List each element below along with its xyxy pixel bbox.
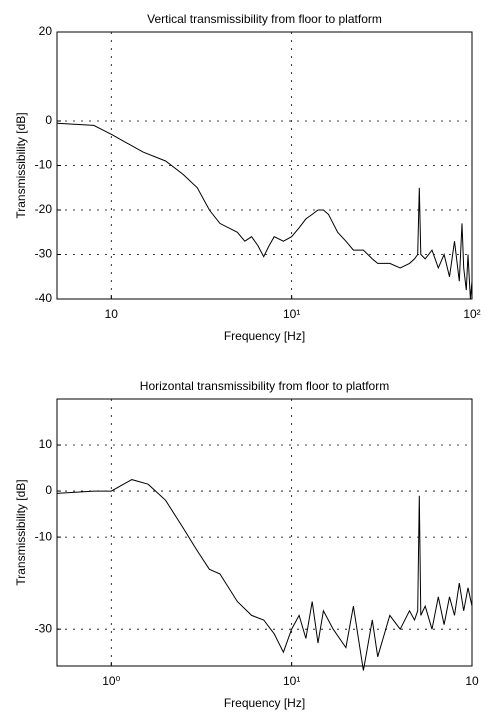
y-tick-label: 10 bbox=[39, 437, 53, 451]
y-tick-label: -10 bbox=[35, 158, 53, 172]
x-tick-label: 10² bbox=[463, 307, 480, 321]
plot-frame bbox=[56, 398, 473, 667]
y-tick-label: -40 bbox=[35, 291, 53, 305]
chart-title: Horizontal transmissibility from floor t… bbox=[140, 379, 389, 393]
plot-frame bbox=[56, 31, 473, 300]
x-tick-label: 10 bbox=[465, 674, 479, 688]
x-axis-label: Frequency [Hz] bbox=[224, 696, 305, 710]
x-tick-label: 10¹ bbox=[283, 307, 300, 321]
data-line bbox=[56, 479, 473, 671]
y-tick-label: 0 bbox=[45, 113, 52, 127]
x-axis-label: Frequency [Hz] bbox=[224, 329, 305, 343]
x-tick-label: 10 bbox=[105, 307, 119, 321]
y-tick-label: -20 bbox=[35, 202, 53, 216]
y-tick-label: 20 bbox=[39, 24, 53, 38]
y-axis-label: Transmissibility [dB] bbox=[14, 479, 28, 585]
y-tick-label: 0 bbox=[45, 483, 52, 497]
y-tick-label: -30 bbox=[35, 247, 53, 261]
x-tick-label: 10¹ bbox=[283, 674, 300, 688]
x-tick-label: 10⁰ bbox=[102, 674, 120, 688]
y-axis-label: Transmissibility [dB] bbox=[14, 112, 28, 218]
y-tick-label: -10 bbox=[35, 529, 53, 543]
chart-title: Vertical transmissibility from floor to … bbox=[147, 12, 382, 26]
data-line bbox=[56, 122, 473, 300]
y-tick-label: -30 bbox=[35, 621, 53, 635]
